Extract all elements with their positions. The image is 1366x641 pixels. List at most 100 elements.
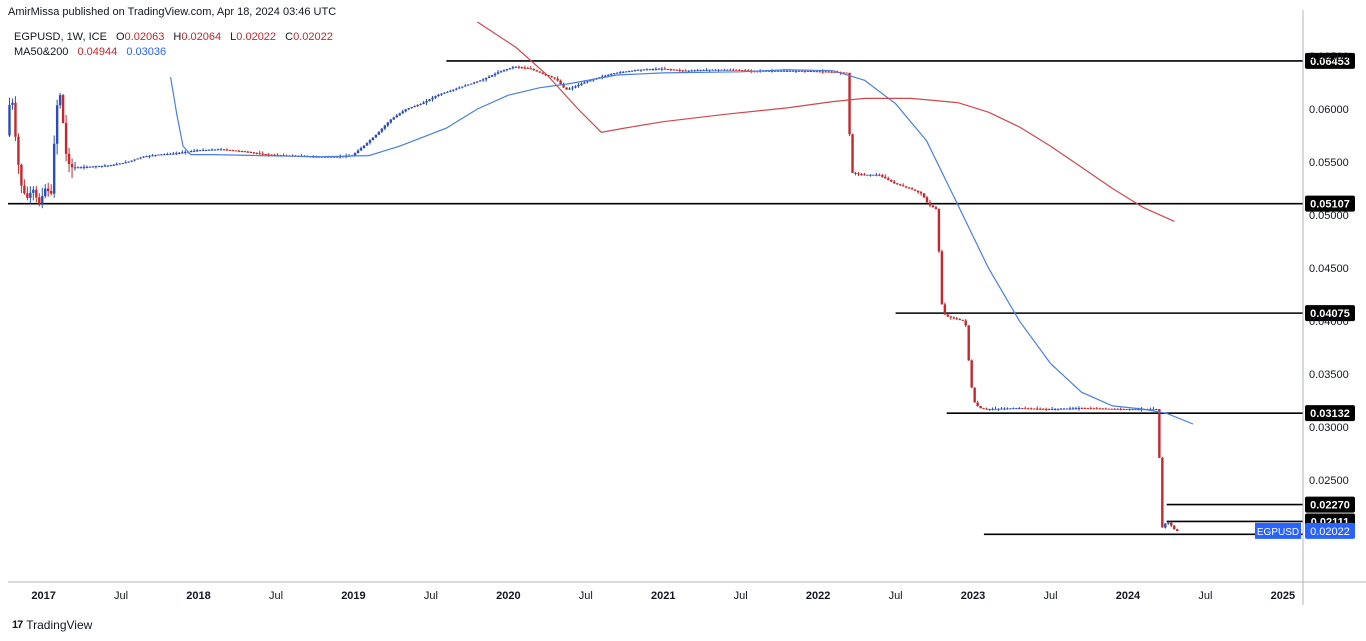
y-tick-label: 0.06500 (1309, 51, 1349, 63)
candle-body (115, 164, 118, 166)
level-badge-label: 0.04075 (1310, 308, 1350, 320)
candle-body (1113, 408, 1116, 410)
candle-body (657, 68, 661, 70)
candle-body (467, 84, 470, 86)
level-badge-label: 0.03132 (1310, 408, 1350, 420)
candle-body (723, 69, 726, 71)
candle-body (711, 69, 714, 71)
candle-body (663, 68, 667, 70)
moving-averages (170, 21, 1194, 425)
candle-body (1149, 409, 1152, 411)
candle-body (812, 71, 816, 73)
candle-body (901, 185, 905, 187)
candle-body (913, 189, 917, 191)
candle-body (121, 162, 124, 164)
ohlc-low-label: L (230, 31, 237, 43)
candle-body (502, 70, 506, 72)
candle-body (458, 87, 461, 89)
ohlc-high-label: H (173, 31, 182, 43)
candle-body (169, 153, 172, 155)
candle-body (1134, 409, 1137, 411)
candle-body (461, 86, 464, 88)
candle-body (437, 94, 440, 97)
candle-body (1125, 409, 1128, 411)
candle-body (809, 71, 813, 73)
candle-body (580, 83, 583, 85)
candle-body (770, 70, 774, 72)
symbol-ohlc-line: EGPUSD, 1W, ICE O0.02063 H0.02064 L0.020… (14, 31, 333, 43)
ma-legend-label[interactable]: MA50&200 (14, 46, 69, 58)
level-badge (1305, 52, 1355, 69)
candle-body (231, 150, 235, 152)
candle-body (112, 164, 115, 166)
candle-body (607, 74, 610, 76)
candle-body (961, 319, 964, 321)
y-tick-label: 0.02500 (1309, 475, 1349, 487)
candle-body (243, 151, 247, 153)
footer-brand[interactable]: 17 TradingView (12, 618, 92, 632)
candle-body (67, 153, 71, 165)
candle-body (175, 153, 178, 155)
candle-body (446, 91, 449, 93)
candle-body (481, 79, 485, 81)
x-tick-label: 2025 (1271, 590, 1295, 602)
candle-body (82, 167, 86, 169)
candle-body (788, 70, 792, 72)
candle-body (857, 173, 860, 175)
candle-body (872, 174, 875, 176)
candle-body (335, 156, 339, 158)
candle-body (949, 316, 953, 318)
candle-body (1083, 408, 1087, 410)
candle-body (624, 71, 628, 73)
candle-body (160, 154, 163, 156)
candle-body (654, 68, 658, 70)
candle-body (434, 96, 437, 98)
candle-body (315, 156, 318, 158)
candle-body (896, 183, 899, 185)
candle-body (535, 70, 538, 72)
x-tick-label: Jul (889, 590, 903, 602)
candle-body (550, 76, 553, 78)
candle-body (431, 97, 434, 100)
candle-body (249, 151, 252, 153)
candle-body (735, 69, 738, 71)
candle-body (195, 150, 199, 152)
candle-body (633, 70, 637, 72)
candle-body (11, 102, 14, 105)
candle-body (1155, 409, 1158, 411)
candle-body (1074, 408, 1078, 410)
candle-body (803, 70, 807, 72)
x-tick-label: Jul (114, 590, 128, 602)
candle-body (41, 196, 44, 204)
candle-body (744, 70, 747, 72)
candle-body (1158, 409, 1161, 458)
candle-body (767, 70, 771, 72)
candle-body (1173, 525, 1176, 530)
price-candles (8, 65, 1179, 532)
candle-body (508, 68, 512, 70)
candle-body (690, 70, 693, 72)
candle-body (1176, 529, 1179, 532)
candle-body (967, 325, 970, 361)
candle-body (365, 142, 369, 146)
candle-body (910, 188, 914, 190)
candle-body (413, 106, 416, 108)
candle-body (958, 319, 961, 321)
candle-body (517, 66, 521, 68)
candle-body (14, 102, 17, 137)
candle-body (979, 406, 982, 409)
candle-body (639, 69, 643, 71)
candle-body (389, 119, 392, 123)
candle-body (73, 167, 77, 169)
candle-body (782, 70, 786, 72)
candle-body (172, 153, 175, 155)
candle-body (851, 134, 854, 173)
candle-body (264, 154, 267, 156)
candle-body (1021, 408, 1024, 410)
candle-body (627, 71, 631, 73)
symbol-info[interactable]: EGPUSD, 1W, ICE (14, 31, 107, 43)
candle-body (893, 181, 896, 184)
candle-body (1116, 408, 1119, 410)
candle-body (1137, 409, 1140, 411)
